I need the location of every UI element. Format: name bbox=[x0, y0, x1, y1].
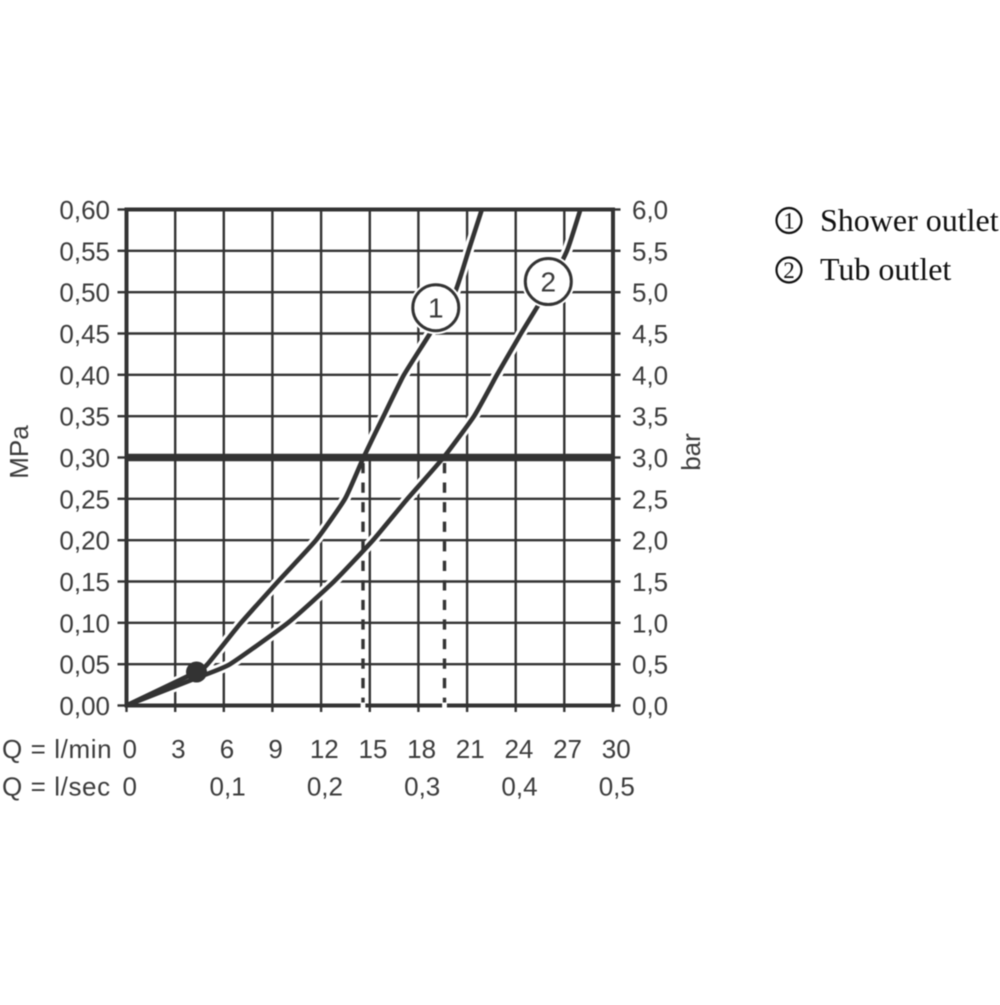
svg-text:1,0: 1,0 bbox=[632, 608, 668, 638]
svg-text:2: 2 bbox=[541, 267, 557, 298]
svg-text:2,0: 2,0 bbox=[632, 526, 668, 556]
svg-text:5,5: 5,5 bbox=[632, 236, 668, 266]
svg-text:15: 15 bbox=[358, 734, 387, 764]
svg-text:2: 2 bbox=[783, 258, 795, 283]
svg-text:0,0: 0,0 bbox=[632, 691, 668, 721]
svg-text:0,50: 0,50 bbox=[59, 278, 110, 308]
svg-text:0,40: 0,40 bbox=[59, 360, 110, 390]
svg-text:0,10: 0,10 bbox=[59, 608, 110, 638]
svg-text:0,5: 0,5 bbox=[632, 650, 668, 680]
svg-text:9: 9 bbox=[268, 734, 282, 764]
svg-text:Q = l/sec: Q = l/sec bbox=[2, 772, 111, 802]
svg-text:21: 21 bbox=[456, 734, 485, 764]
svg-text:0,35: 0,35 bbox=[59, 402, 110, 432]
svg-text:3: 3 bbox=[171, 734, 185, 764]
svg-text:0,60: 0,60 bbox=[59, 195, 110, 225]
svg-text:bar: bar bbox=[676, 433, 706, 471]
svg-text:2,5: 2,5 bbox=[632, 484, 668, 514]
svg-text:24: 24 bbox=[504, 734, 533, 764]
svg-text:3,5: 3,5 bbox=[632, 402, 668, 432]
svg-text:Shower outlet: Shower outlet bbox=[820, 202, 999, 238]
svg-text:12: 12 bbox=[310, 734, 339, 764]
svg-text:Tub outlet: Tub outlet bbox=[820, 251, 951, 287]
svg-text:0,45: 0,45 bbox=[59, 319, 110, 349]
svg-text:Q = l/min: Q = l/min bbox=[2, 734, 112, 764]
svg-text:1,5: 1,5 bbox=[632, 567, 668, 597]
svg-text:1: 1 bbox=[428, 293, 444, 324]
svg-text:0,05: 0,05 bbox=[59, 650, 110, 680]
svg-text:4,0: 4,0 bbox=[632, 360, 668, 390]
svg-text:0,25: 0,25 bbox=[59, 484, 110, 514]
svg-text:1: 1 bbox=[783, 209, 795, 234]
svg-text:6,0: 6,0 bbox=[632, 195, 668, 225]
svg-text:0,00: 0,00 bbox=[59, 691, 110, 721]
svg-text:0,30: 0,30 bbox=[59, 443, 110, 473]
svg-text:0: 0 bbox=[122, 772, 136, 802]
svg-text:3,0: 3,0 bbox=[632, 443, 668, 473]
svg-text:0,15: 0,15 bbox=[59, 567, 110, 597]
svg-text:0,4: 0,4 bbox=[501, 772, 537, 802]
svg-text:5,0: 5,0 bbox=[632, 278, 668, 308]
svg-text:18: 18 bbox=[407, 734, 436, 764]
svg-text:0,5: 0,5 bbox=[599, 772, 635, 802]
svg-text:27: 27 bbox=[553, 734, 582, 764]
svg-text:0,2: 0,2 bbox=[307, 772, 343, 802]
svg-text:0,20: 0,20 bbox=[59, 526, 110, 556]
svg-text:0,55: 0,55 bbox=[59, 236, 110, 266]
svg-text:4,5: 4,5 bbox=[632, 319, 668, 349]
svg-text:6: 6 bbox=[220, 734, 234, 764]
svg-text:0: 0 bbox=[122, 734, 136, 764]
svg-text:MPa: MPa bbox=[4, 425, 34, 479]
svg-text:0,1: 0,1 bbox=[210, 772, 246, 802]
svg-text:0,3: 0,3 bbox=[404, 772, 440, 802]
svg-text:30: 30 bbox=[602, 734, 631, 764]
